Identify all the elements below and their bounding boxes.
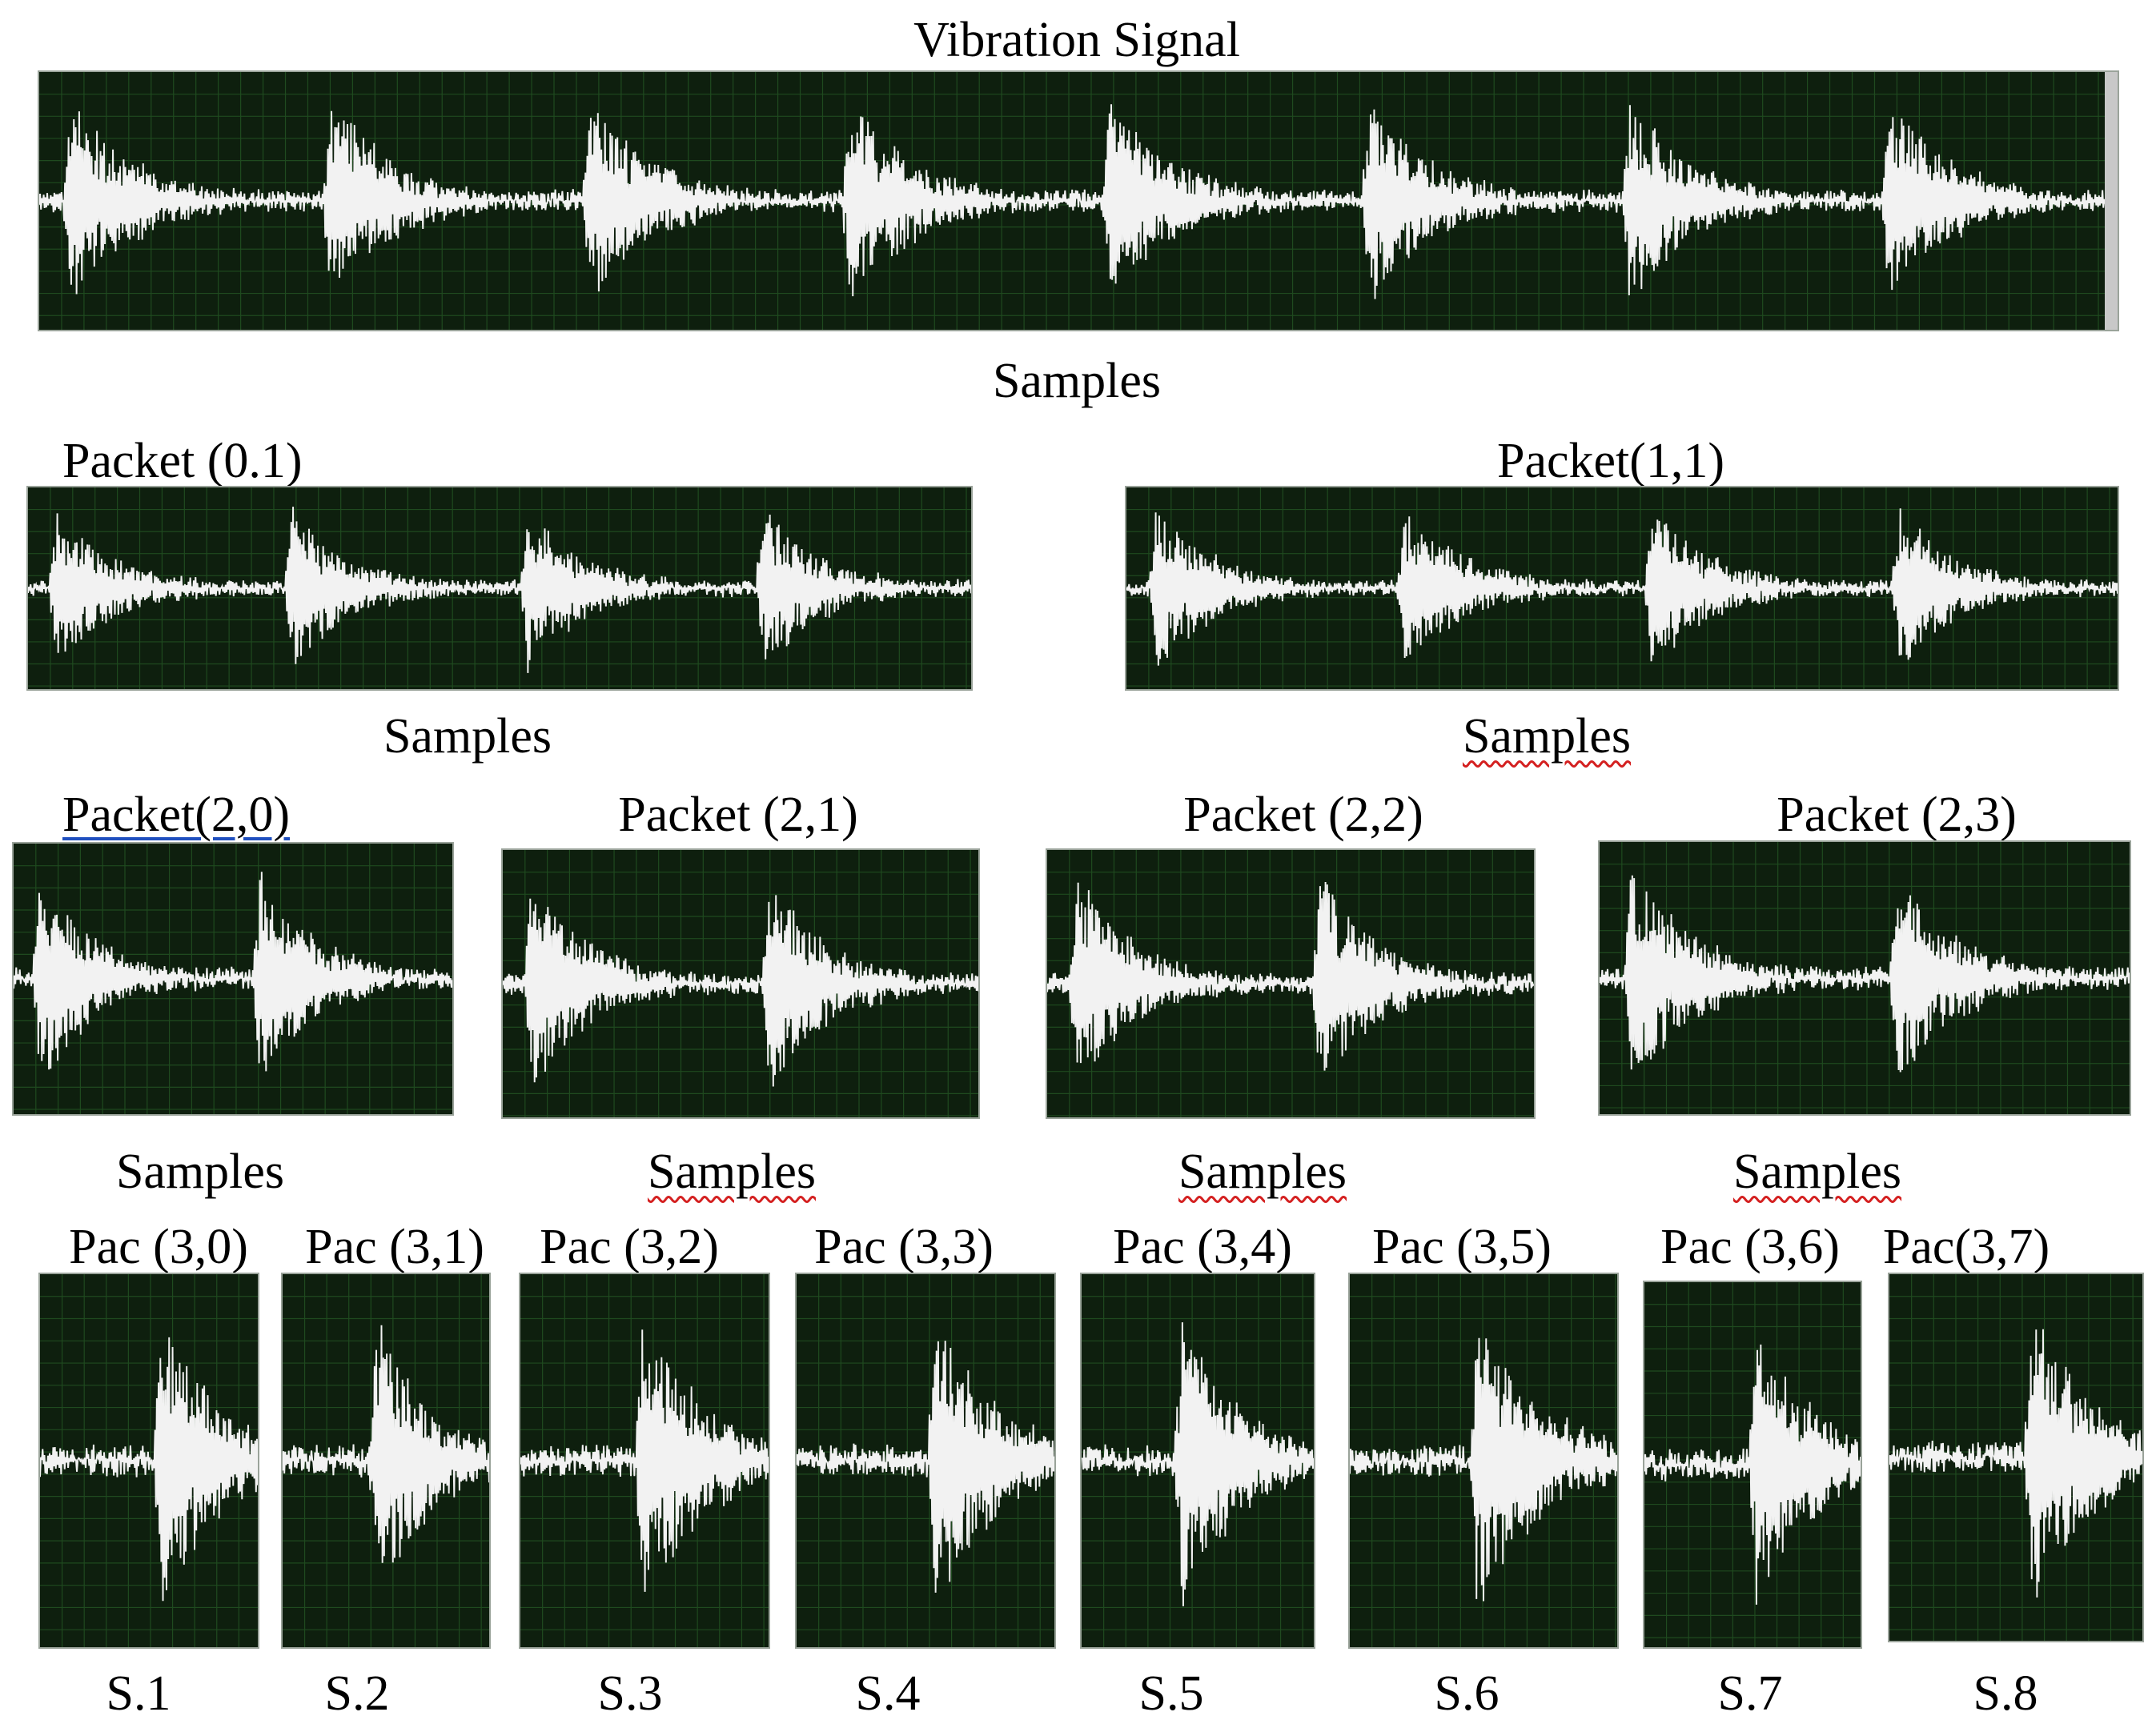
- vibration-signal-plot: [38, 70, 2119, 331]
- packet-1-1-waveform: [1126, 487, 2118, 689]
- packet-2-3-title: Packet (2,3): [1777, 788, 2017, 842]
- vibration-signal-title: Vibration Signal: [913, 13, 1240, 67]
- packet-2-2-plot: [1046, 848, 1536, 1119]
- pac-3-5-title: Pac (3,5): [1372, 1220, 1552, 1274]
- packet-0-1-plot: [26, 486, 973, 691]
- pac-3-1-waveform: [283, 1274, 489, 1647]
- pac-3-7-plot: [1888, 1273, 2144, 1642]
- sample-s6-label: S.6: [1434, 1666, 1500, 1721]
- packet-2-1-title: Packet (2,1): [618, 788, 858, 842]
- pac-3-2-title: Pac (3,2): [540, 1220, 719, 1274]
- packet-2-3-x-label: Samples: [1732, 1145, 1902, 1199]
- packet-1-1-x-label: Samples: [1462, 709, 1632, 764]
- signal-trace: [40, 1337, 258, 1602]
- signal-trace: [1600, 875, 2130, 1072]
- pac-3-7-title: Pac(3,7): [1882, 1220, 2050, 1274]
- vibration-signal-x-label: Samples: [992, 354, 1162, 408]
- sample-s4-label: S.4: [855, 1666, 921, 1721]
- signal-trace: [1082, 1322, 1314, 1606]
- signal-trace: [1047, 882, 1534, 1071]
- packet-2-2-title: Packet (2,2): [1183, 788, 1423, 842]
- pac-3-5-waveform: [1350, 1274, 1617, 1647]
- pac-3-1-plot: [281, 1273, 491, 1649]
- packet-1-1-title: Packet(1,1): [1496, 434, 1725, 488]
- signal-trace: [1644, 1344, 1861, 1605]
- signal-trace: [797, 1341, 1054, 1593]
- packet-2-1-waveform: [503, 850, 978, 1117]
- pac-3-4-title: Pac (3,4): [1113, 1220, 1292, 1274]
- signal-trace: [503, 895, 978, 1087]
- sample-s8-label: S.8: [1973, 1666, 2038, 1721]
- pac-3-6-title: Pac (3,6): [1660, 1220, 1840, 1274]
- packet-2-0-title: Packet(2,0): [62, 788, 291, 842]
- sample-s1-label: S.1: [106, 1666, 171, 1721]
- packet-2-0-waveform: [14, 844, 452, 1114]
- sample-s3-label: S.3: [597, 1666, 663, 1721]
- pac-3-4-waveform: [1082, 1274, 1314, 1647]
- pac-3-0-plot: [38, 1273, 259, 1649]
- pac-3-6-plot: [1643, 1281, 1862, 1649]
- signal-trace: [1889, 1329, 2142, 1598]
- vibration-signal-waveform: [39, 72, 2118, 330]
- pac-3-3-waveform: [797, 1274, 1054, 1647]
- packet-2-0-plot: [12, 842, 454, 1116]
- packet-2-3-plot: [1598, 840, 2131, 1116]
- packet-0-1-waveform: [28, 487, 971, 689]
- packet-1-1-plot: [1125, 486, 2119, 691]
- pac-3-5-plot: [1348, 1273, 1619, 1649]
- pac-3-7-waveform: [1889, 1274, 2142, 1641]
- packet-2-3-waveform: [1600, 842, 2130, 1114]
- packet-2-0-x-label: Samples: [115, 1145, 285, 1199]
- pac-3-1-title: Pac (3,1): [305, 1220, 484, 1274]
- packet-2-1-x-label: Samples: [647, 1145, 817, 1199]
- signal-trace: [39, 104, 2118, 299]
- packet-0-1-title: Packet (0.1): [62, 434, 303, 488]
- pac-3-3-plot: [795, 1273, 1056, 1649]
- packet-0-1-x-label: Samples: [383, 709, 552, 764]
- pac-3-0-waveform: [40, 1274, 258, 1647]
- packet-2-2-waveform: [1047, 850, 1534, 1117]
- signal-trace: [14, 872, 452, 1072]
- pac-3-2-plot: [519, 1273, 770, 1649]
- signal-trace: [520, 1329, 769, 1592]
- signal-trace: [1126, 508, 2118, 666]
- sample-s2-label: S.2: [324, 1666, 390, 1721]
- packet-2-2-x-label: Samples: [1178, 1145, 1347, 1199]
- pac-3-6-waveform: [1644, 1282, 1861, 1647]
- pac-3-4-plot: [1080, 1273, 1315, 1649]
- packet-2-1-plot: [501, 848, 980, 1119]
- pac-3-0-title: Pac (3,0): [69, 1220, 248, 1274]
- pac-3-3-title: Pac (3,3): [814, 1220, 994, 1274]
- pac-3-2-waveform: [520, 1274, 769, 1647]
- signal-trace: [28, 507, 971, 673]
- sample-s5-label: S.5: [1138, 1666, 1204, 1721]
- sample-s7-label: S.7: [1717, 1666, 1783, 1721]
